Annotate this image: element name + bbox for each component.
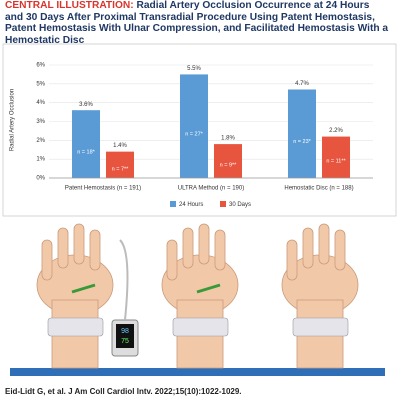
bar-label: n = 9** [220, 163, 238, 169]
x-tick-label: ULTRA Method (n = 190) [178, 186, 244, 192]
y-tick-label: 6% [36, 63, 45, 69]
y-tick-label: 2% [36, 138, 45, 144]
bar-label: n = 7** [112, 166, 130, 172]
value-label: 2.2% [329, 128, 343, 134]
illustration [10, 223, 385, 376]
bar-label: n = 23* [293, 139, 311, 145]
bar [72, 110, 100, 178]
legend-label: 24 Hours [179, 202, 203, 208]
blue-band [10, 368, 385, 376]
x-tick-label: Hemostatic Disc (n = 188) [284, 186, 353, 192]
y-tick-label: 4% [36, 100, 45, 106]
bar [322, 136, 350, 178]
legend-label: 30 Days [229, 202, 251, 208]
value-label: 5.5% [187, 66, 201, 72]
header-title: Radial Artery Occlusion Occurrence at 24… [5, 0, 389, 46]
y-tick-label: 5% [36, 81, 45, 87]
bar-label: n = 27* [185, 132, 203, 138]
value-label: 1.8% [221, 136, 235, 142]
y-tick-label: 3% [36, 119, 45, 125]
bar [106, 151, 134, 178]
x-tick-label: Patent Hemostasis (n = 191) [65, 186, 141, 192]
legend-swatch [220, 201, 226, 207]
legend-swatch [170, 201, 176, 207]
bar-label: n = 11** [326, 159, 346, 165]
value-label: 1.4% [113, 143, 127, 149]
citation: Eid-Lidt G, et al. J Am Coll Cardiol Int… [5, 387, 242, 396]
header: CENTRAL ILLUSTRATION: Radial Artery Occl… [5, 0, 390, 46]
y-tick-label: 0% [36, 176, 45, 182]
y-axis-label: Radial Artery Occlusion [10, 89, 16, 151]
bar [180, 74, 208, 178]
header-label: CENTRAL ILLUSTRATION: [5, 0, 134, 11]
y-tick-label: 1% [36, 157, 45, 163]
bar [288, 89, 316, 178]
device-reading: 75 [121, 338, 129, 345]
bar [214, 144, 242, 178]
monitor-screen [116, 324, 134, 348]
bar-label: n = 18* [77, 150, 95, 156]
device-reading: 98 [121, 328, 129, 335]
value-label: 4.7% [295, 81, 309, 87]
value-label: 3.6% [79, 102, 93, 108]
